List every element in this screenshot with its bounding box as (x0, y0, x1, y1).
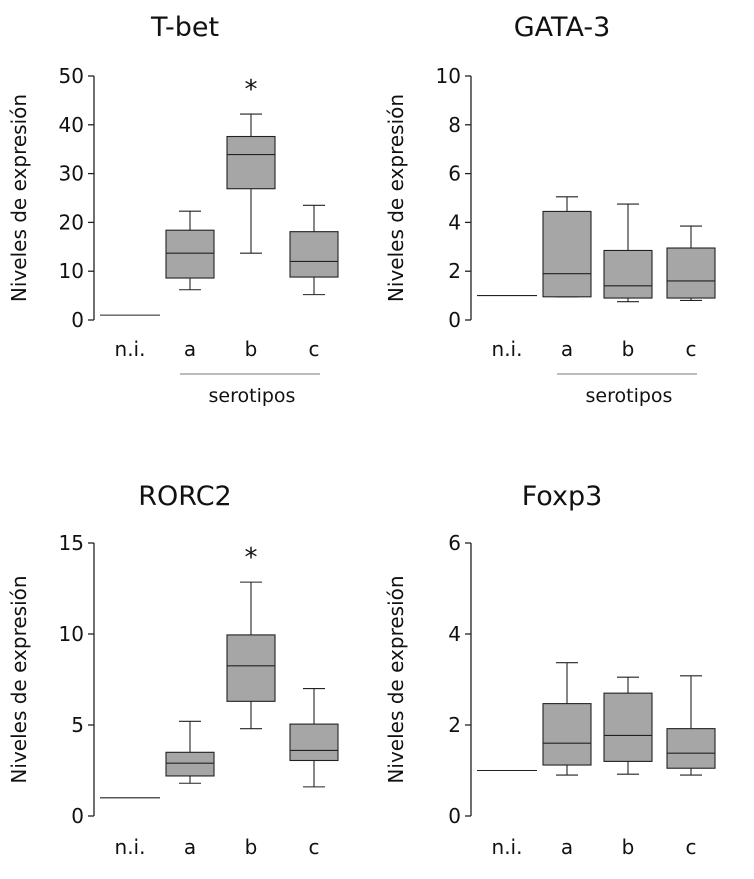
gata3-box-a (542, 210, 592, 298)
foxp3-y-tick-label-1: 2 (448, 713, 461, 737)
gata3-x-tick-label-2: b (622, 337, 635, 361)
rorc2-significance-b: * (245, 543, 258, 573)
gata3-title: GATA-3 (514, 12, 611, 43)
rorc2-y-tick-label-2: 10 (59, 622, 84, 646)
tbet-y-tick-label-2: 20 (59, 210, 84, 234)
tbet-y-tick-label-3: 30 (59, 162, 84, 186)
tbet-y-tick-label-5: 50 (59, 64, 84, 88)
chart-gata3-svg: GATA-3 Niveles de expresión 0 2 4 6 8 10 n.i. a b c… (384, 12, 716, 407)
tbet-x-tick-label-3: c (309, 337, 320, 361)
foxp3-title: Foxp3 (522, 481, 603, 512)
tbet-box-b (226, 135, 276, 190)
chart-gata3: GATA-3 Niveles de expresión 0 2 4 6 8 10 n.i. a b c… (377, 0, 754, 437)
gata3-y-tick-label-2: 4 (448, 210, 461, 234)
foxp3-x-tick-label-2: b (622, 835, 635, 859)
rorc2-x-tick-label-1: a (184, 835, 196, 859)
foxp3-y-axis-label: Niveles de expresión (384, 575, 408, 783)
foxp3-x-tick-label-1: a (561, 835, 573, 859)
foxp3-x-tick-label-3: c (686, 835, 697, 859)
tbet-x-tick-label-0: n.i. (115, 337, 146, 361)
foxp3-x-tick-label-0: n.i. (492, 835, 523, 859)
gata3-x-tick-label-0: n.i. (492, 337, 523, 361)
chart-tbet: T-bet Niveles de expresión 0 10 20 30 40 50 * n.i… (0, 0, 377, 437)
tbet-box-a (165, 229, 215, 279)
gata3-y-tick-label-0: 0 (448, 308, 461, 332)
foxp3-box-b (603, 692, 653, 762)
tbet-y-tick-label-4: 40 (59, 113, 84, 137)
gata3-y-tick-label-5: 10 (436, 64, 461, 88)
rorc2-x-tick-label-3: c (309, 835, 320, 859)
tbet-significance-b: * (245, 75, 258, 105)
gata3-box-b (603, 249, 653, 299)
foxp3-y-tick-label-2: 4 (448, 622, 461, 646)
gata3-y-tick-label-4: 8 (448, 113, 461, 137)
gata3-y-tick-label-3: 6 (448, 162, 461, 186)
tbet-y-tick-label-1: 10 (59, 259, 84, 283)
tbet-box-c (289, 231, 339, 278)
tbet-group-label: serotipos (209, 385, 296, 407)
foxp3-y-tick-label-3: 6 (448, 531, 461, 555)
foxp3-box-c (666, 728, 716, 769)
tbet-y-tick-label-0: 0 (71, 308, 84, 332)
tbet-x-tick-label-1: a (184, 337, 196, 361)
gata3-y-tick-label-1: 2 (448, 259, 461, 283)
rorc2-x-tick-label-2: b (245, 835, 258, 859)
rorc2-title: RORC2 (138, 481, 231, 512)
tbet-title: T-bet (150, 12, 219, 43)
rorc2-y-tick-label-3: 15 (59, 531, 84, 555)
gata3-x-tick-label-3: c (686, 337, 697, 361)
gata3-x-tick-label-1: a (561, 337, 573, 361)
rorc2-box-b (226, 634, 276, 702)
chart-tbet-svg: T-bet Niveles de expresión 0 10 20 30 40 50 * n.i… (7, 12, 339, 407)
foxp3-box-a (542, 703, 592, 766)
gata3-y-axis-label: Niveles de expresión (384, 94, 408, 302)
rorc2-y-axis-label: Niveles de expresión (7, 575, 31, 783)
rorc2-x-tick-label-0: n.i. (115, 835, 146, 859)
gata3-group-label: serotipos (586, 385, 673, 407)
rorc2-y-tick-label-0: 0 (71, 804, 84, 828)
rorc2-box-c (289, 723, 339, 762)
gata3-box-c (666, 247, 716, 299)
foxp3-y-tick-label-0: 0 (448, 804, 461, 828)
tbet-y-axis-label: Niveles de expresión (7, 94, 31, 302)
rorc2-y-tick-label-1: 5 (71, 713, 84, 737)
tbet-x-tick-label-2: b (245, 337, 258, 361)
rorc2-box-a (165, 751, 215, 777)
